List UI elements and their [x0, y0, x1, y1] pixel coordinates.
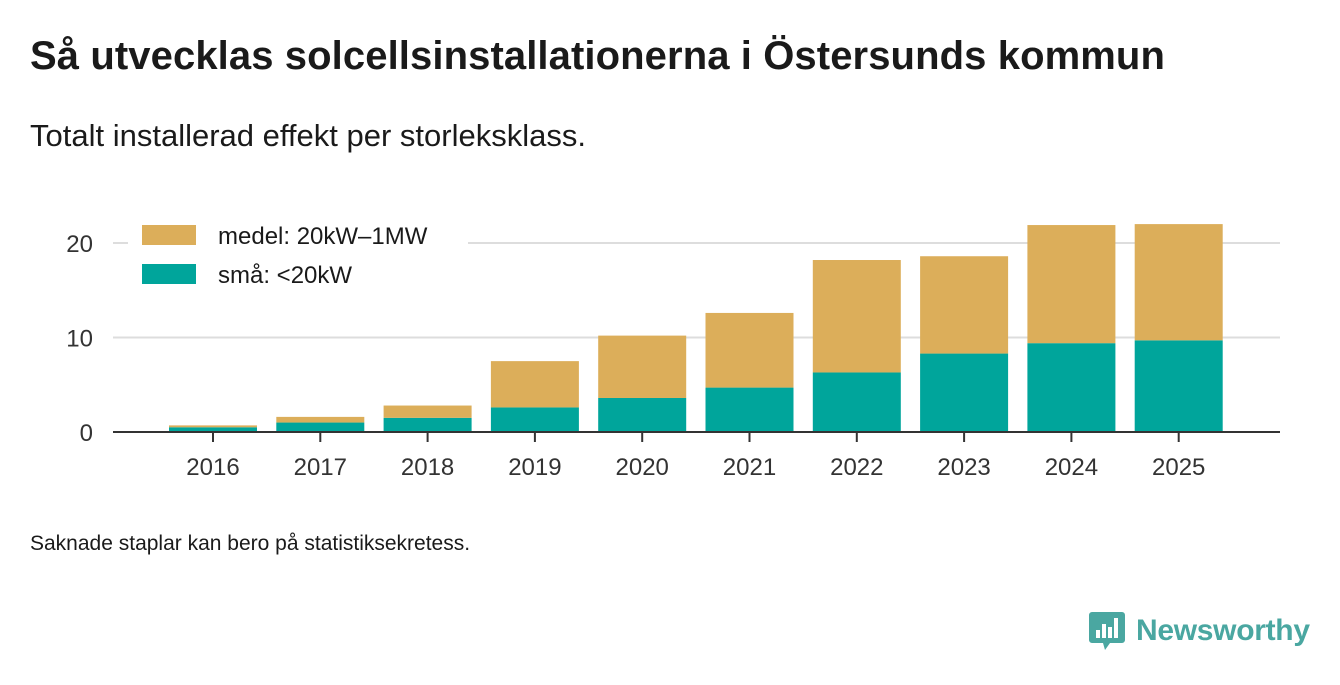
legend-label: medel: 20kW–1MW — [218, 223, 428, 250]
x-tick-label: 2024 — [1045, 454, 1098, 481]
bar-medel-2016 — [169, 425, 257, 428]
legend-swatch — [142, 264, 196, 284]
legend-swatch — [142, 225, 196, 245]
bar-medel-2022 — [812, 260, 901, 373]
brand-logo: Newsworthy — [1088, 610, 1310, 652]
bar-medel-2019 — [490, 361, 579, 408]
x-tick-label: 2017 — [294, 454, 347, 481]
bar-medel-2021 — [705, 312, 794, 388]
legend: medel: 20kW–1MW små: <20kW — [128, 214, 468, 298]
x-tick-label: 2016 — [186, 454, 239, 481]
y-tick-label: 20 — [66, 231, 93, 258]
bar-sma-2023 — [920, 353, 1009, 432]
bar-medel-2024 — [1027, 225, 1116, 344]
brand-name: Newsworthy — [1136, 614, 1310, 647]
bar-sma-2017 — [276, 422, 365, 432]
bar-medel-2017 — [276, 416, 365, 423]
bar-sma-2024 — [1027, 343, 1116, 432]
footnote: Saknade staplar kan bero på statistiksek… — [30, 532, 471, 555]
legend-label: små: <20kW — [218, 262, 352, 289]
bar-sma-2022 — [812, 372, 901, 432]
y-tick-label: 10 — [66, 326, 93, 353]
bar-sma-2016 — [169, 427, 257, 432]
x-tick-label: 2022 — [830, 454, 883, 481]
x-tick-label: 2025 — [1152, 454, 1205, 481]
chart-subtitle: Totalt installerad effekt per storlekskl… — [30, 118, 586, 153]
bar-sma-2020 — [598, 397, 687, 432]
x-tick-label: 2023 — [937, 454, 990, 481]
x-tick-label: 2019 — [508, 454, 561, 481]
bar-sma-2018 — [383, 417, 472, 432]
bar-chart-speech-bubble-icon — [1089, 612, 1125, 650]
bar-medel-2025 — [1134, 224, 1223, 341]
bar-medel-2020 — [598, 335, 687, 398]
y-tick-label: 0 — [80, 420, 93, 447]
axes: 0 10 20 2016 2017 2018 2019 2020 2021 2022 2023 202… — [66, 231, 1280, 481]
bar-sma-2025 — [1134, 340, 1223, 432]
chart-title: Så utvecklas solcellsinstallationerna i … — [30, 34, 1165, 78]
x-tick-label: 2018 — [401, 454, 454, 481]
x-tick-label: 2021 — [723, 454, 776, 481]
bar-sma-2021 — [705, 387, 794, 432]
bar-medel-2023 — [920, 256, 1009, 354]
bar-medel-2018 — [383, 405, 472, 418]
bars — [169, 224, 1223, 432]
x-tick-label: 2020 — [616, 454, 669, 481]
bar-sma-2019 — [490, 407, 579, 432]
